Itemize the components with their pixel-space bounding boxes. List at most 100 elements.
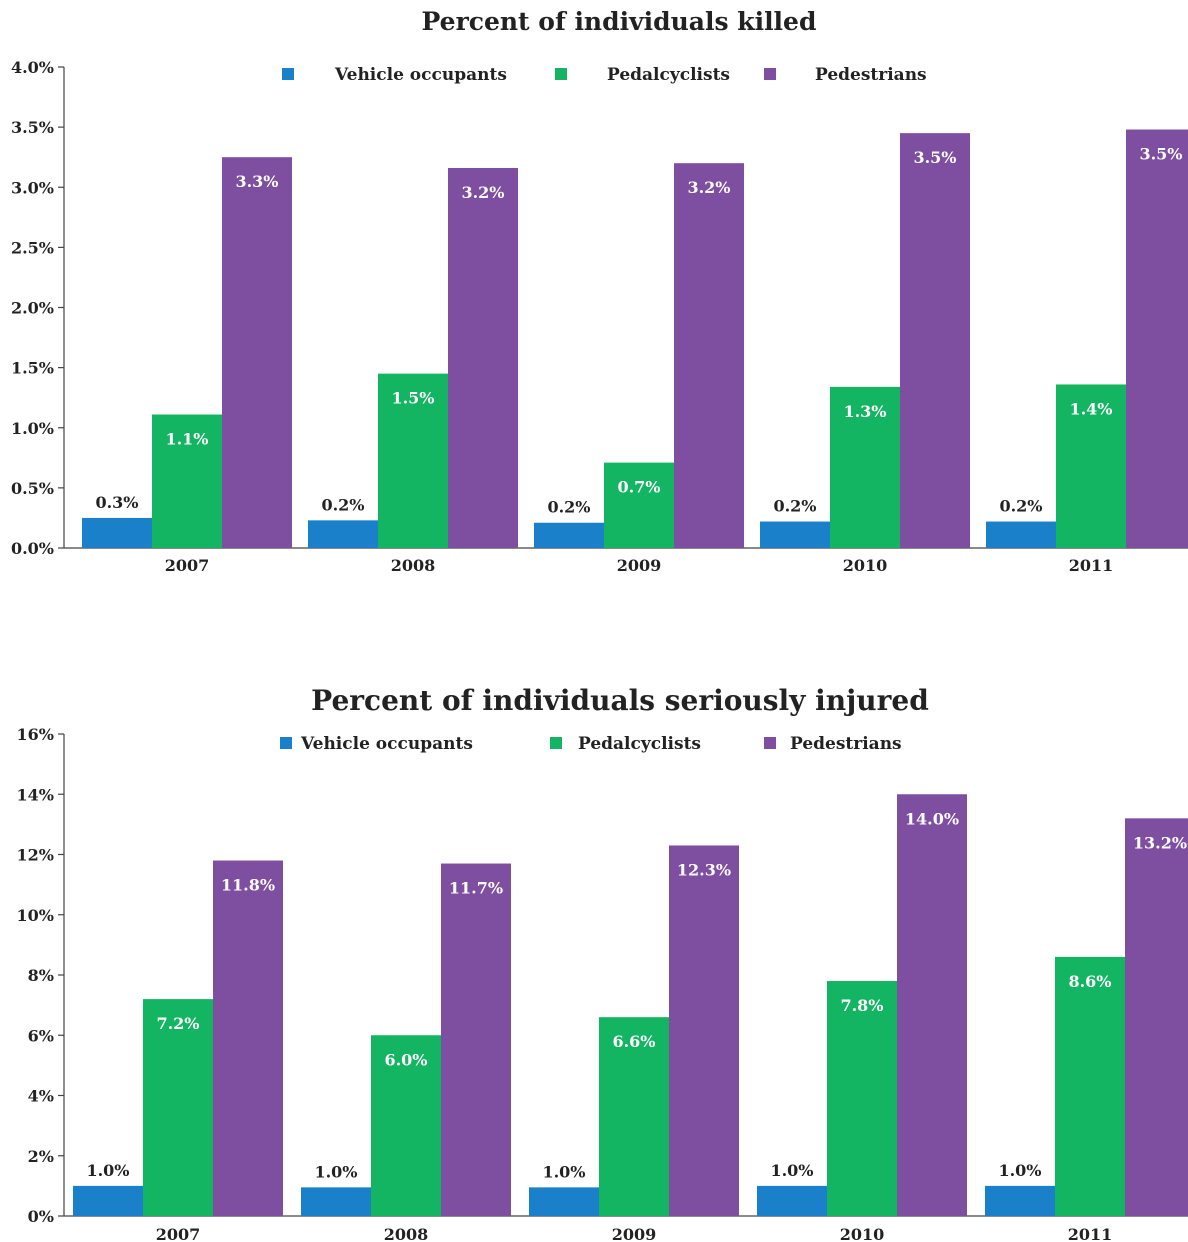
injured-bar <box>827 981 897 1216</box>
killed-y-tick-label: 2.0% <box>11 299 54 318</box>
killed-bar <box>534 522 604 548</box>
injured-legend-swatch-1 <box>550 737 562 749</box>
injured-chart-title: Percent of individuals seriously injured <box>311 684 929 717</box>
killed-category-label: 2007 <box>165 556 210 575</box>
injured-bar <box>1055 956 1125 1216</box>
injured-y-tick-label: 4% <box>28 1087 54 1106</box>
killed-bar <box>1126 129 1188 548</box>
killed-data-label: 3.2% <box>461 183 504 202</box>
injured-bar <box>599 1017 669 1216</box>
injured-data-label: 1.0% <box>998 1161 1041 1180</box>
killed-chart-svg: Percent of individuals killed 0.0% 0.5% 1.0… <box>11 7 1188 575</box>
killed-chart-title: Percent of individuals killed <box>422 7 817 36</box>
killed-legend-swatch-0 <box>282 68 294 80</box>
killed-category-label: 2008 <box>391 556 436 575</box>
killed-bar <box>448 168 518 548</box>
seriously-injured-chart: Percent of individuals seriously injured… <box>0 670 1188 1242</box>
killed-bar <box>830 386 900 548</box>
injured-data-label: 13.2% <box>1133 833 1187 852</box>
injured-bar <box>897 794 967 1216</box>
killed-bar <box>222 157 292 548</box>
killed-data-label: 0.2% <box>999 497 1042 516</box>
injured-legend-swatch-2 <box>764 737 776 749</box>
injured-legend-label-2: Pedestrians <box>790 734 902 754</box>
killed-category-label: 2010 <box>843 556 888 575</box>
killed-y-tick-label: 3.5% <box>11 118 54 137</box>
killed-bar <box>152 414 222 548</box>
injured-data-label: 1.0% <box>770 1161 813 1180</box>
killed-bar <box>986 521 1056 548</box>
killed-y-tick-label: 1.5% <box>11 359 54 378</box>
killed-data-label: 0.2% <box>547 498 590 517</box>
injured-bar <box>669 845 739 1216</box>
killed-y-tick-label: 0.0% <box>11 539 54 558</box>
killed-data-label: 0.3% <box>95 493 138 512</box>
killed-legend-label-2: Pedestrians <box>815 65 927 85</box>
injured-category-label: 2009 <box>612 1225 657 1242</box>
killed-bar <box>378 373 448 548</box>
injured-data-label: 6.6% <box>612 1032 655 1051</box>
injured-data-label: 11.8% <box>221 876 275 895</box>
killed-y-tick-label: 3.0% <box>11 178 54 197</box>
killed-y-tick-label: 2.5% <box>11 238 54 257</box>
injured-bar <box>73 1185 143 1216</box>
killed-data-label: 0.7% <box>617 478 660 497</box>
killed-category-label: 2009 <box>617 556 662 575</box>
killed-bar <box>900 133 970 548</box>
killed-y-tick-label: 1.0% <box>11 419 54 438</box>
injured-data-label: 8.6% <box>1068 972 1111 991</box>
injured-data-label: 7.8% <box>840 996 883 1015</box>
killed-data-label: 1.5% <box>391 389 434 408</box>
killed-bar <box>82 517 152 548</box>
injured-legend-swatch-0 <box>280 737 292 749</box>
injured-data-label: 11.7% <box>449 879 503 898</box>
injured-category-label: 2007 <box>156 1225 201 1242</box>
injured-y-tick-label: 12% <box>17 846 54 865</box>
killed-category-label: 2011 <box>1069 556 1114 575</box>
injured-bar <box>757 1185 827 1216</box>
injured-bar <box>529 1187 599 1216</box>
injured-category-label: 2010 <box>840 1225 885 1242</box>
injured-bar <box>1125 818 1188 1216</box>
injured-bar <box>143 999 213 1216</box>
injured-data-label: 1.0% <box>542 1162 585 1181</box>
injured-legend-label-0: Vehicle occupants <box>300 734 473 754</box>
injured-y-tick-label: 0% <box>28 1207 54 1226</box>
injured-data-label: 7.2% <box>156 1014 199 1033</box>
injured-data-label: 14.0% <box>905 809 959 828</box>
killed-data-label: 3.5% <box>913 148 956 167</box>
killed-data-label: 1.3% <box>843 402 886 421</box>
killed-y-tick-label: 4.0% <box>11 58 54 77</box>
injured-y-tick-label: 2% <box>28 1147 54 1166</box>
killed-data-label: 3.2% <box>687 178 730 197</box>
killed-bar <box>1056 384 1126 548</box>
injured-data-label: 1.0% <box>86 1161 129 1180</box>
injured-data-label: 6.0% <box>384 1050 427 1069</box>
killed-y-tick-label: 0.5% <box>11 479 54 498</box>
injured-y-tick-label: 16% <box>17 725 54 744</box>
killed-chart: Percent of individuals killed 0.0% 0.5% 1.0… <box>0 0 1188 590</box>
killed-legend-label-1: Pedalcyclists <box>607 65 730 85</box>
injured-legend-label-1: Pedalcyclists <box>578 734 701 754</box>
injured-y-tick-label: 10% <box>17 906 54 925</box>
killed-data-label: 3.3% <box>235 172 278 191</box>
killed-data-label: 1.4% <box>1069 399 1112 418</box>
injured-bar <box>985 1185 1055 1216</box>
injured-category-label: 2008 <box>384 1225 429 1242</box>
killed-bar <box>308 520 378 548</box>
injured-bar <box>441 863 511 1216</box>
killed-data-label: 1.1% <box>165 430 208 449</box>
injured-data-label: 12.3% <box>677 860 731 879</box>
injured-y-tick-label: 8% <box>28 966 54 985</box>
killed-bar <box>760 521 830 548</box>
killed-data-label: 0.2% <box>321 495 364 514</box>
injured-y-tick-label: 14% <box>17 785 54 804</box>
injured-category-label: 2011 <box>1068 1225 1113 1242</box>
killed-legend-swatch-2 <box>764 68 776 80</box>
injured-bar <box>213 860 283 1216</box>
injured-bar <box>371 1035 441 1216</box>
killed-data-label: 0.2% <box>773 497 816 516</box>
killed-bar <box>674 163 744 548</box>
injured-data-label: 1.0% <box>314 1162 357 1181</box>
injured-y-tick-label: 6% <box>28 1026 54 1045</box>
